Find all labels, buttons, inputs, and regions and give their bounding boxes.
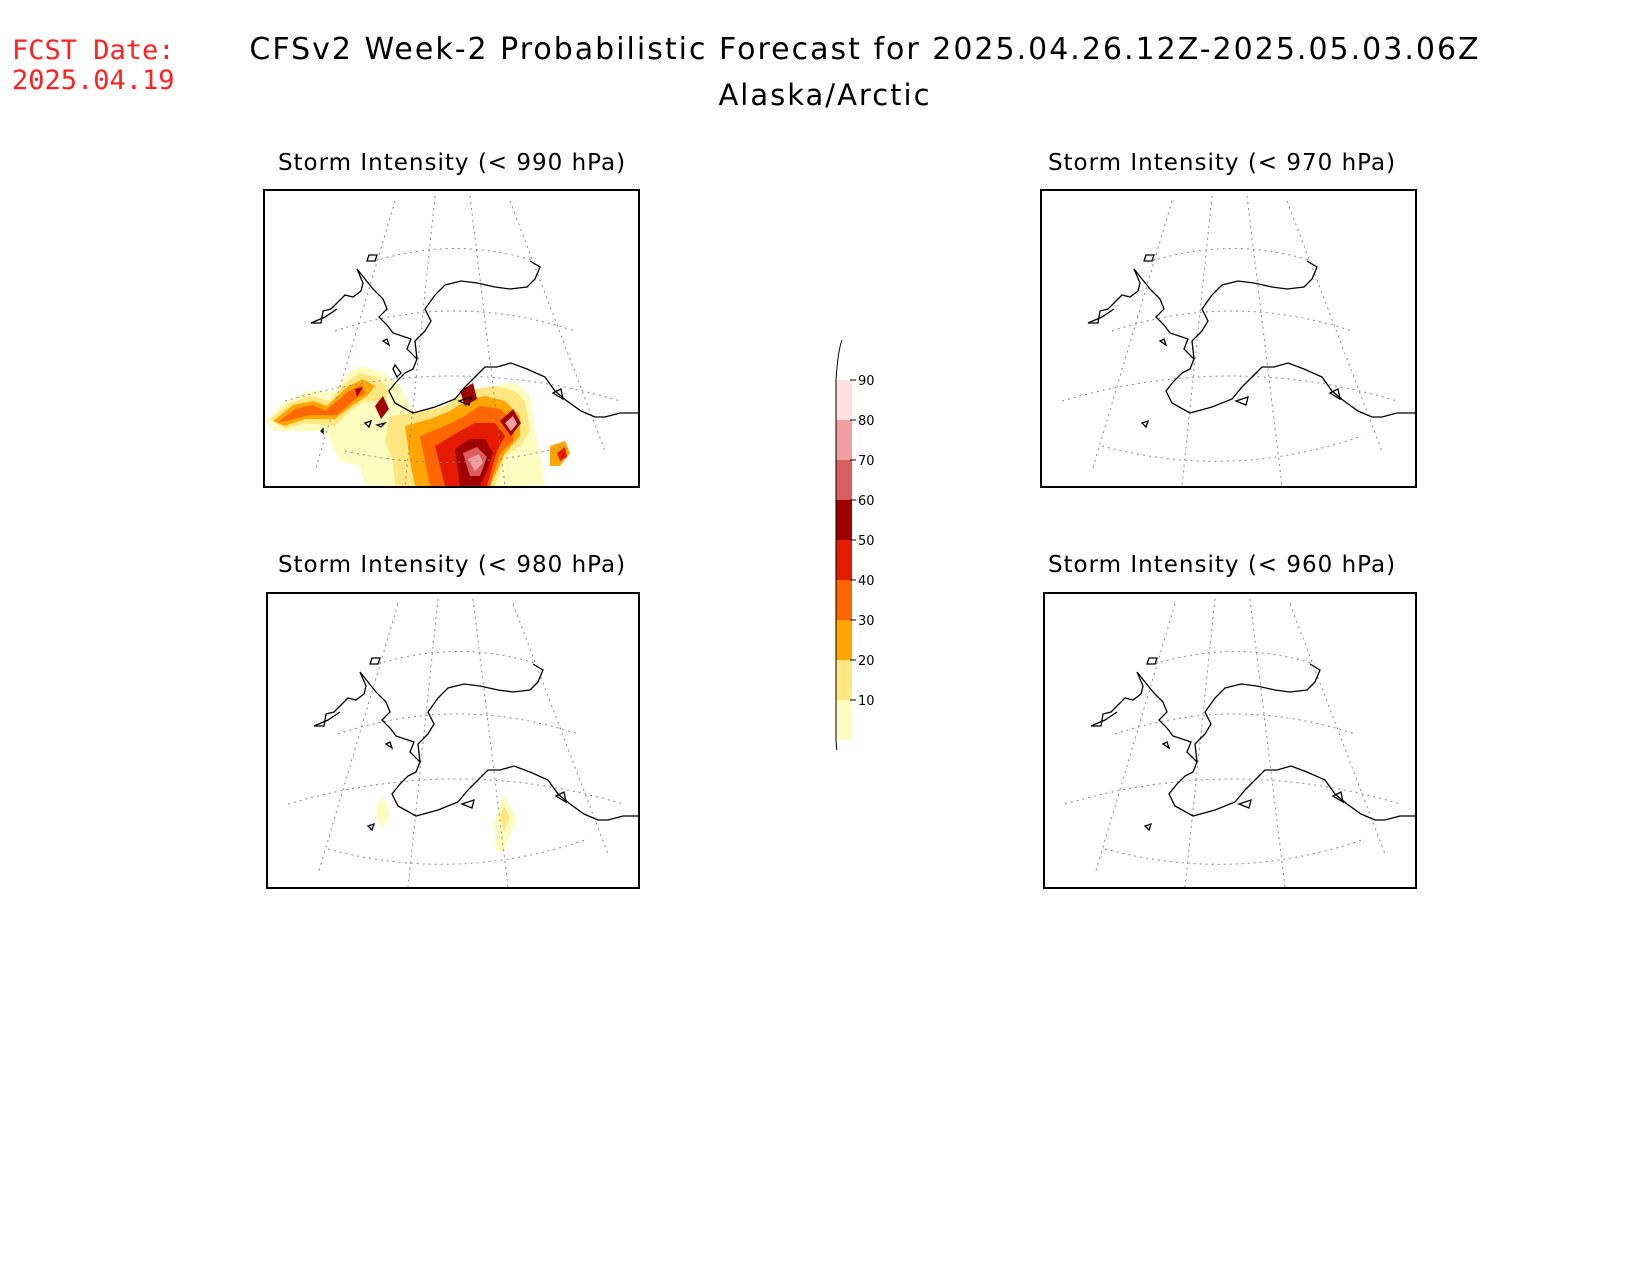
colorbar-swatch-6 (836, 460, 852, 500)
colorbar-swatch-8 (836, 380, 852, 420)
colorbar-label-40: 40 (858, 574, 875, 589)
colorbar-label-60: 60 (858, 494, 875, 509)
colorbar-label-50: 50 (858, 534, 875, 549)
map-970 (1061, 195, 1415, 486)
panel-title-990: Storm Intensity (< 990 hPa) (277, 150, 627, 176)
coastline (313, 657, 638, 832)
colorbar-bottom-cap (835, 739, 838, 750)
page-title: CFSv2 Week-2 Probabilistic Forecast for … (249, 32, 1481, 67)
colorbar-swatch-4 (836, 540, 852, 580)
lat-lon-gridlines (284, 195, 621, 486)
map-960 (1064, 598, 1415, 887)
colorbar-label-90: 90 (858, 374, 875, 389)
colorbar-swatch-5 (836, 500, 852, 540)
colorbar-label-20: 20 (858, 654, 875, 669)
colorbar-label-10: 10 (858, 694, 875, 709)
colorbar-swatch-1 (836, 660, 852, 700)
forecast-date-value: 2025.04.19 (12, 65, 175, 96)
probability-shading (376, 794, 516, 852)
colorbar-label-80: 80 (858, 414, 875, 429)
colorbar-label-70: 70 (858, 454, 875, 469)
colorbar-swatch-2 (836, 620, 852, 660)
colorbar-swatch-7 (836, 420, 852, 460)
colorbar-label-30: 30 (858, 614, 875, 629)
coastline (1087, 254, 1415, 429)
map-panel-980 (266, 592, 640, 889)
panel-title-960: Storm Intensity (< 960 hPa) (1047, 552, 1397, 578)
panel-title-970: Storm Intensity (< 970 hPa) (1047, 150, 1397, 176)
lat-lon-gridlines (1061, 195, 1398, 486)
coastline (1090, 657, 1415, 832)
coastline (310, 254, 638, 435)
lat-lon-gridlines (287, 598, 624, 887)
map-980 (287, 598, 638, 887)
map-panel-960 (1043, 592, 1417, 889)
lat-lon-gridlines (1064, 598, 1401, 887)
colorbar-swatch-0 (836, 700, 852, 740)
panel-title-980: Storm Intensity (< 980 hPa) (277, 552, 627, 578)
probability-colorbar: 10 20 30 40 50 60 70 80 90 (835, 339, 875, 750)
colorbar-swatch-3 (836, 580, 852, 620)
map-990 (265, 195, 638, 486)
page-subtitle: Alaska/Arctic (718, 78, 932, 112)
forecast-date-block: FCST Date: 2025.04.19 (12, 36, 175, 96)
probability-shading (265, 366, 570, 486)
map-panel-970 (1040, 189, 1417, 488)
colorbar-top-cap (835, 339, 843, 381)
map-panel-990 (263, 189, 640, 488)
forecast-date-label: FCST Date: (12, 35, 175, 66)
